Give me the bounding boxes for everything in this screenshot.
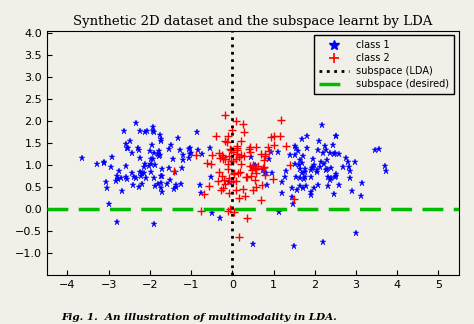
class 1	[358, 194, 364, 198]
class 2	[222, 113, 228, 117]
class 1	[156, 149, 162, 153]
Title: Synthetic 2D dataset and the subspace learnt by LDA: Synthetic 2D dataset and the subspace le…	[73, 15, 433, 28]
Legend: class 1, class 2, subspace (LDA), subspace (desired): class 1, class 2, subspace (LDA), subspa…	[314, 35, 454, 94]
class 2	[246, 147, 251, 151]
Text: Fig. 1.  An illustration of multimodality in LDA.: Fig. 1. An illustration of multimodality…	[61, 313, 337, 322]
class 2	[236, 235, 241, 239]
class 1	[133, 176, 139, 180]
class 2	[220, 157, 226, 161]
class 1	[292, 244, 297, 248]
Line: class 2: class 2	[170, 111, 298, 241]
class 2	[222, 182, 228, 186]
class 2	[224, 140, 230, 144]
class 2	[244, 215, 250, 219]
class 1	[151, 222, 157, 226]
class 2	[226, 176, 231, 179]
class 2	[233, 157, 239, 161]
class 1	[287, 153, 292, 156]
class 1	[194, 130, 200, 133]
class 1	[133, 121, 139, 125]
class 1	[114, 174, 119, 178]
class 1	[217, 215, 223, 219]
class 2	[226, 162, 231, 166]
Line: class 1: class 1	[78, 119, 390, 249]
